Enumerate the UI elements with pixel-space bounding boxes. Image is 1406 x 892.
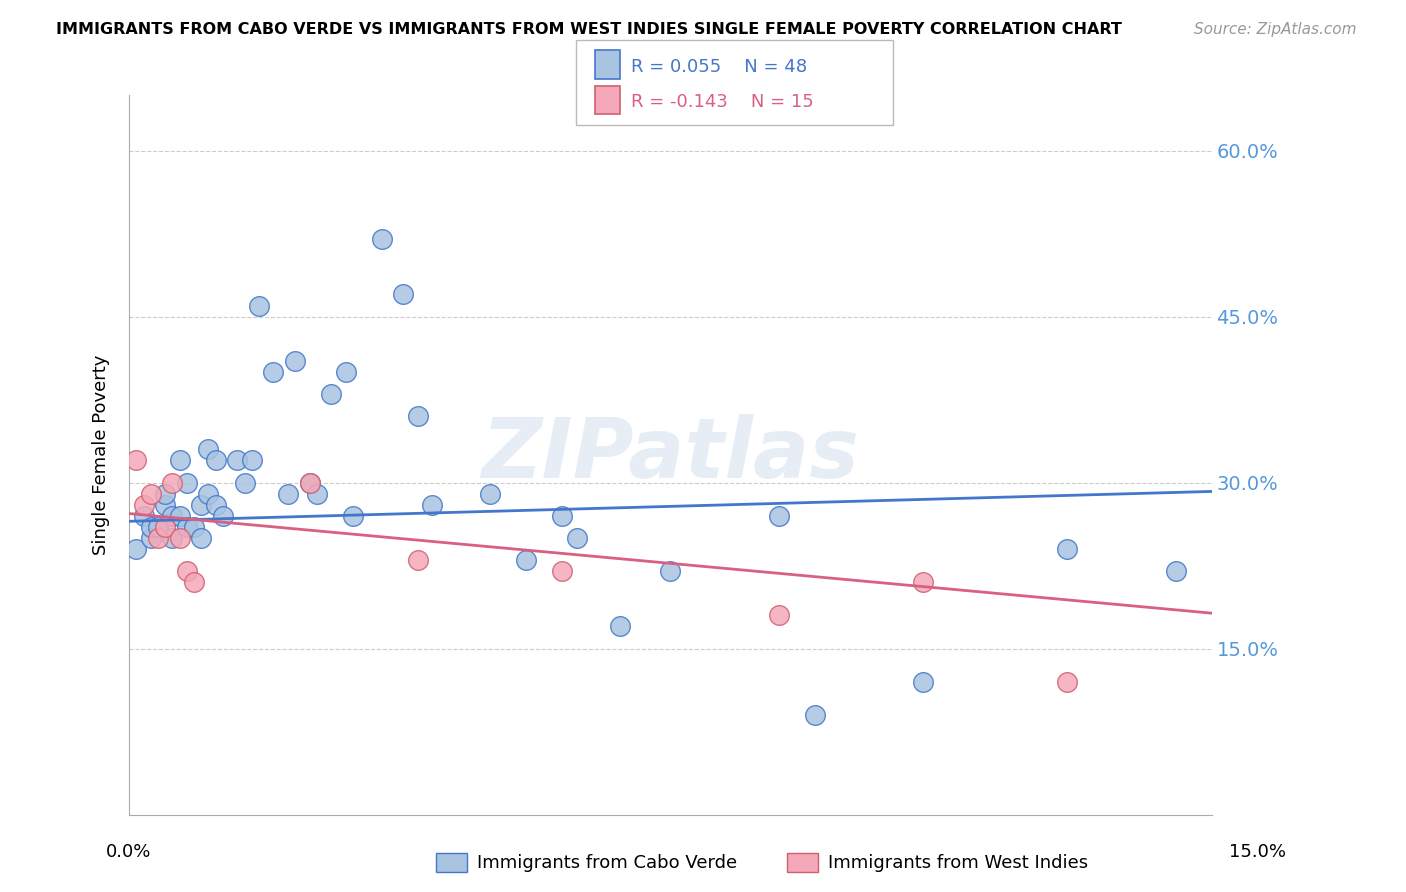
Text: R = -0.143    N = 15: R = -0.143 N = 15 [631,94,814,112]
Point [392,287,415,301]
Point [125,453,148,467]
Point [233,475,256,490]
Point [298,475,321,490]
Point [153,520,176,534]
Text: Immigrants from Cabo Verde: Immigrants from Cabo Verde [477,854,737,871]
Point [803,708,825,723]
Text: R = 0.055    N = 48: R = 0.055 N = 48 [631,58,807,76]
Point [153,486,176,500]
Point [162,531,184,545]
Point [204,498,226,512]
Point [139,520,162,534]
Point [146,520,169,534]
Point [298,475,321,490]
Point [262,365,284,379]
Point [176,520,198,534]
Point [1164,564,1187,578]
Point [565,531,588,545]
Text: 15.0%: 15.0% [1229,843,1286,861]
Point [768,608,790,623]
Point [139,486,162,500]
Point [226,453,249,467]
Point [204,453,226,467]
Point [911,674,934,689]
Point [197,486,219,500]
Point [1056,541,1078,556]
Point [183,575,205,590]
Point [551,508,574,523]
Point [176,564,198,578]
Point [478,486,501,500]
Point [169,531,191,545]
Point [335,365,357,379]
Point [183,520,205,534]
Text: Immigrants from West Indies: Immigrants from West Indies [828,854,1088,871]
Point [125,541,148,556]
Point [370,232,392,246]
Point [132,498,155,512]
Point [176,475,198,490]
Point [139,531,162,545]
Point [190,531,212,545]
Point [284,354,307,368]
Point [190,498,212,512]
Point [406,553,429,567]
Point [197,442,219,457]
Point [305,486,328,500]
Point [169,508,191,523]
Point [321,387,343,401]
Point [146,531,169,545]
Point [162,508,184,523]
Text: ZIPatlas: ZIPatlas [481,415,859,495]
Text: 0.0%: 0.0% [105,843,150,861]
Point [911,575,934,590]
Text: Source: ZipAtlas.com: Source: ZipAtlas.com [1194,22,1357,37]
Point [277,486,299,500]
Point [247,299,270,313]
Point [768,508,790,523]
Point [515,553,537,567]
Point [420,498,443,512]
Point [162,475,184,490]
Point [212,508,235,523]
Point [169,453,191,467]
Point [659,564,682,578]
Point [551,564,574,578]
Point [132,508,155,523]
Point [342,508,364,523]
Point [240,453,263,467]
Point [609,619,631,633]
Y-axis label: Single Female Poverty: Single Female Poverty [93,355,110,555]
Text: IMMIGRANTS FROM CABO VERDE VS IMMIGRANTS FROM WEST INDIES SINGLE FEMALE POVERTY : IMMIGRANTS FROM CABO VERDE VS IMMIGRANTS… [56,22,1122,37]
Point [153,498,176,512]
Point [1056,674,1078,689]
Point [406,409,429,424]
